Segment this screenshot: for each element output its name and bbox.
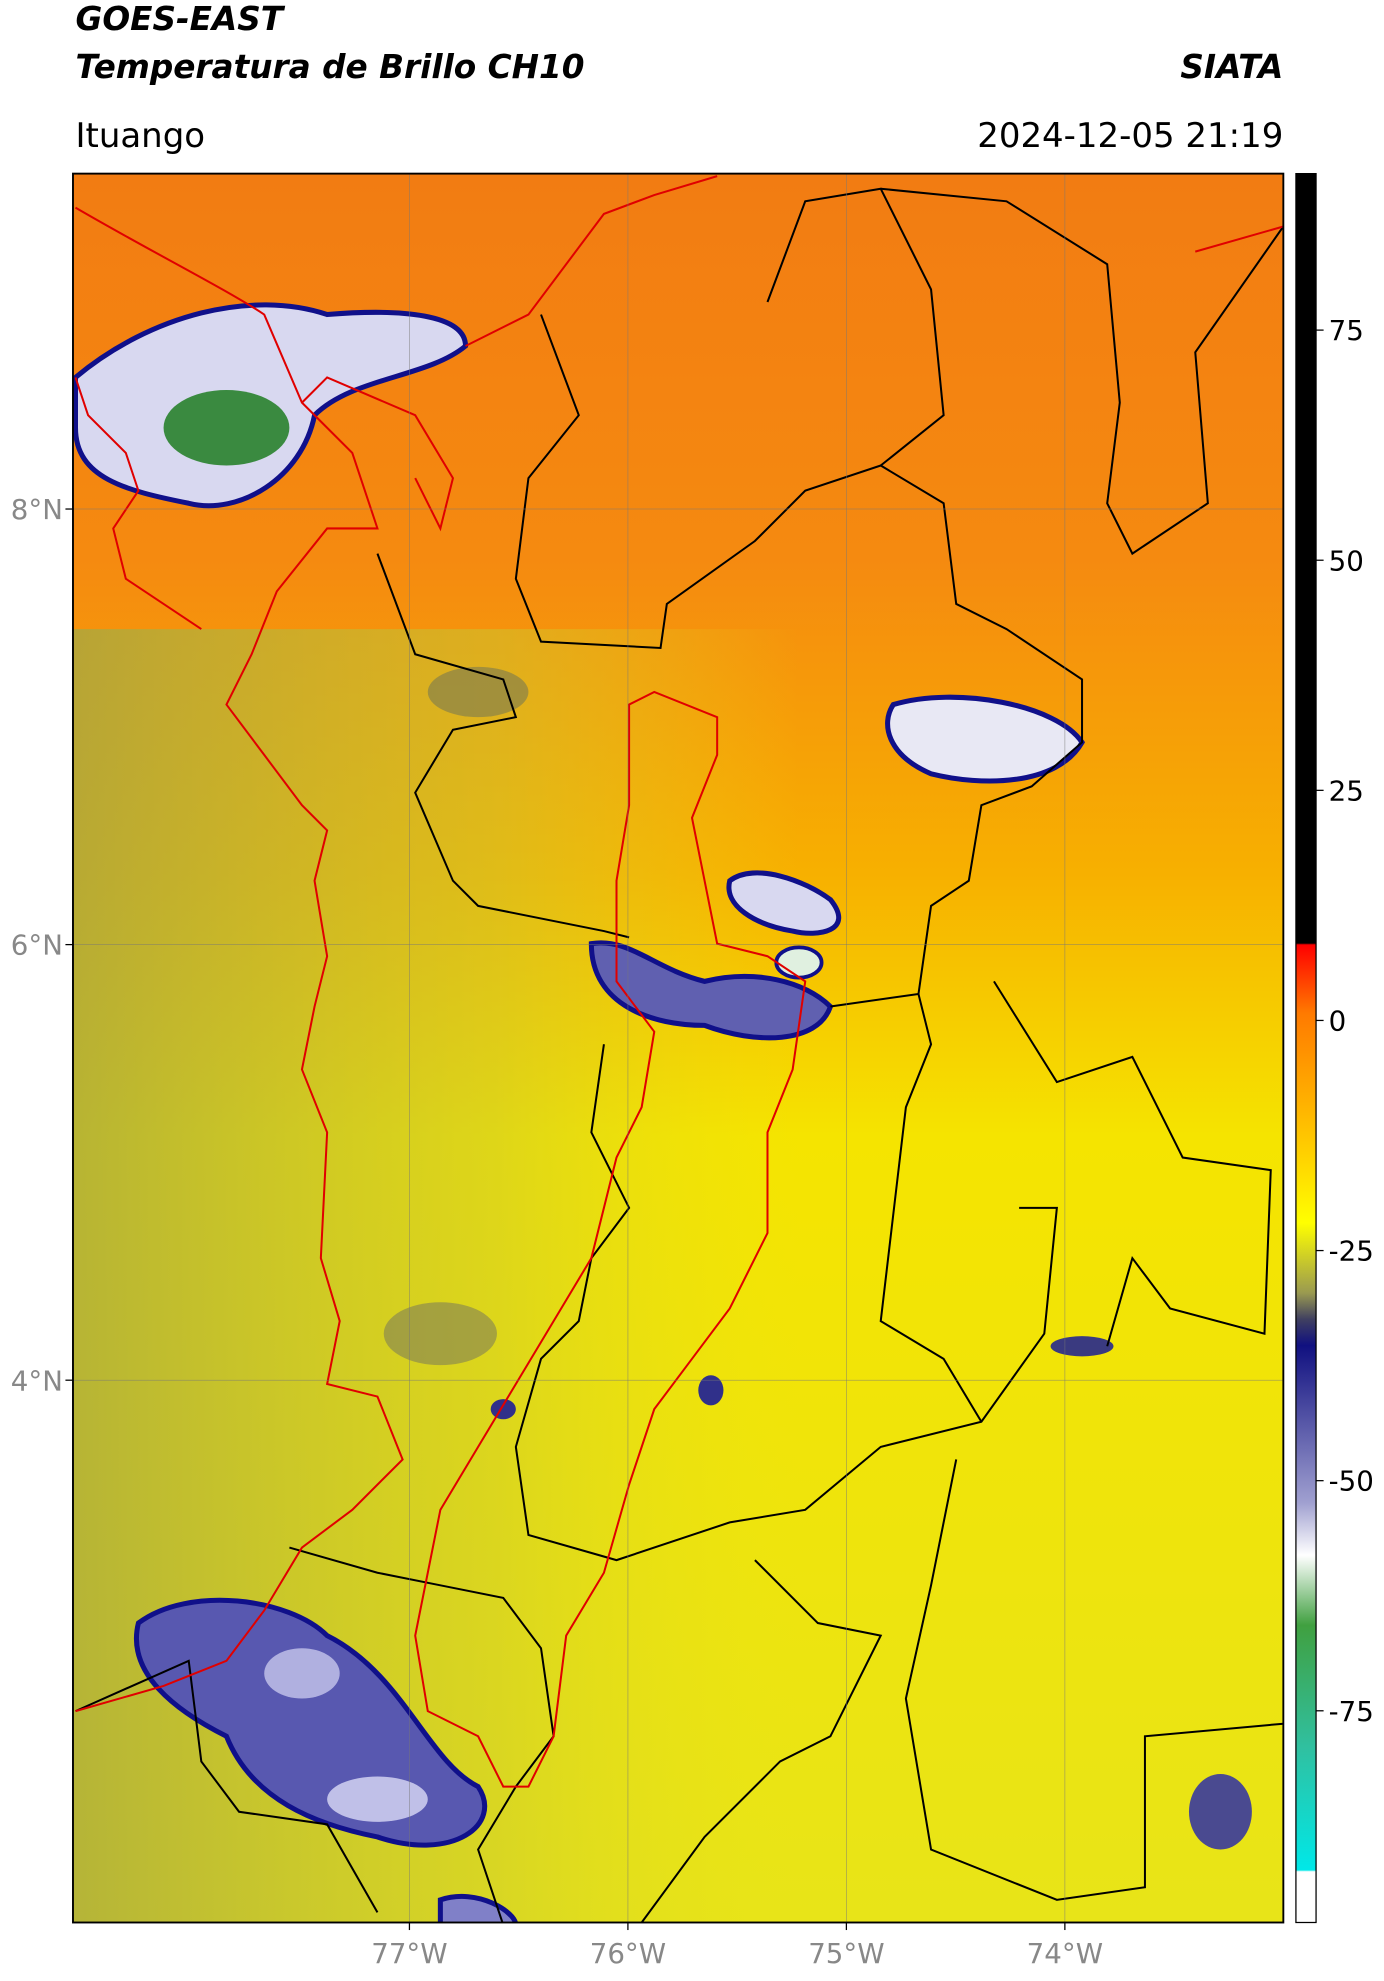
agency: SIATA: [1180, 48, 1283, 86]
y-tick-label: 8°N: [11, 493, 63, 526]
x-tick-label: 74°W: [1027, 1937, 1103, 1970]
y-tick-label: 4°N: [11, 1364, 63, 1397]
colorbar-tick-label: 0: [1329, 1005, 1347, 1038]
datetime: 2024-12-05 21:19: [977, 116, 1283, 156]
product: Temperatura de Brillo CH10: [75, 48, 584, 86]
satellite: GOES-EAST: [75, 0, 285, 38]
x-tick-label: 76°W: [590, 1937, 666, 1970]
x-tick-label: 77°W: [371, 1937, 447, 1970]
colorbar-tick-label: 75: [1329, 314, 1364, 347]
region: Ituango: [75, 116, 205, 156]
colorbar-tick-label: -25: [1329, 1235, 1374, 1268]
colorbar: [1295, 172, 1317, 1924]
colorbar-tick-label: -75: [1329, 1695, 1374, 1728]
colorbar-tick-label: 50: [1329, 544, 1364, 577]
colorbar-tick-label: 25: [1329, 774, 1364, 807]
y-tick-label: 6°N: [11, 929, 63, 962]
colorbar-ticks: 75 50 25 0 -25 -50 -75: [1316, 314, 1374, 1728]
map-frame: [72, 172, 1285, 1924]
graticule: 77°W 76°W 75°W 74°W 8°N 6°N 4°N: [11, 173, 1284, 1970]
colorbar-tick-label: -50: [1329, 1465, 1374, 1498]
x-tick-label: 75°W: [808, 1937, 884, 1970]
map-image: [72, 173, 1284, 1923]
